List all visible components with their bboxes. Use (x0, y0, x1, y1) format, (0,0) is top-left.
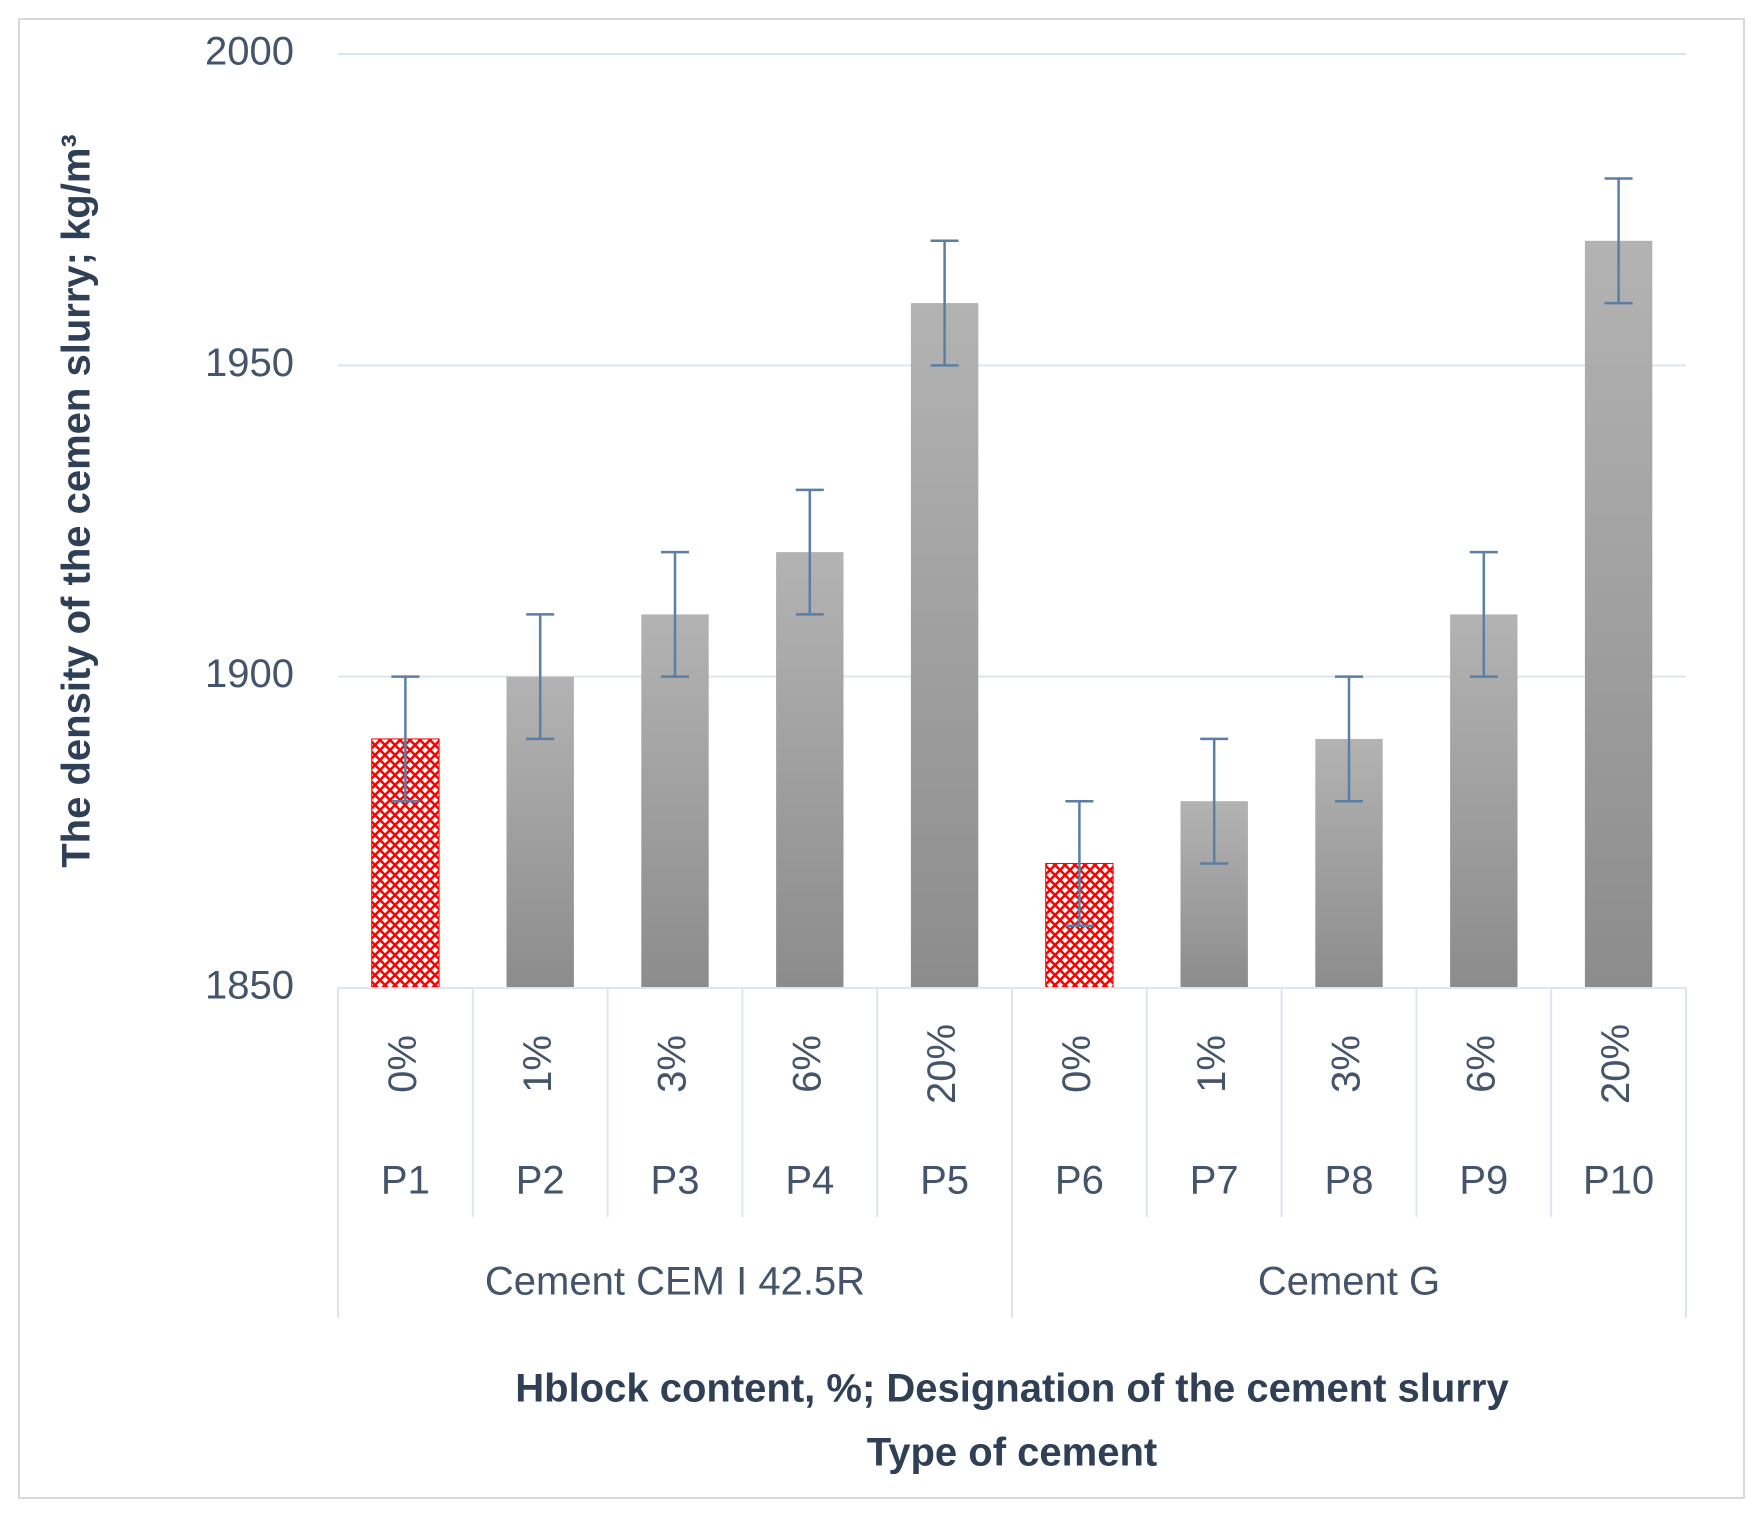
x-tick-label: P3 (651, 1159, 700, 1203)
x-tick-sublabel: 1% (1190, 1035, 1234, 1093)
x-tick-sublabel: 1% (516, 1035, 560, 1093)
y-axis-title: The density of the cemen slurry; kg/m³ (55, 134, 99, 868)
group-label: Cement CEM I 42.5R (485, 1260, 865, 1304)
x-tick-sublabel: 0% (381, 1035, 425, 1093)
group-label: Cement G (1258, 1260, 1440, 1304)
y-tick-label: 1900 (205, 652, 294, 696)
x-tick-label: P2 (516, 1159, 565, 1203)
x-axis-title: Hblock content, %; Designation of the ce… (515, 1367, 1509, 1411)
bar (776, 552, 844, 988)
x-axis-title: Type of cement (867, 1431, 1157, 1475)
x-tick-label: P1 (381, 1159, 430, 1203)
x-tick-label: P7 (1190, 1159, 1239, 1203)
x-tick-sublabel: 6% (785, 1035, 829, 1093)
x-tick-sublabel: 6% (1459, 1035, 1503, 1093)
bar (1584, 240, 1653, 989)
x-tick-sublabel: 20% (1594, 1024, 1638, 1104)
y-tick-label: 1950 (205, 341, 294, 385)
x-tick-label: P5 (920, 1159, 969, 1203)
x-tick-sublabel: 3% (651, 1035, 695, 1093)
x-tick-sublabel: 0% (1055, 1035, 1099, 1093)
frame (18, 18, 1745, 1499)
y-tick-label: 1850 (205, 964, 294, 1008)
x-tick-sublabel: 3% (1325, 1035, 1369, 1093)
y-tick-label: 2000 (205, 30, 294, 74)
x-tick-label: P6 (1055, 1159, 1104, 1203)
x-tick-label: P9 (1459, 1159, 1508, 1203)
x-tick-label: P8 (1325, 1159, 1374, 1203)
x-tick-label: P10 (1583, 1159, 1654, 1203)
x-tick-sublabel: 20% (920, 1024, 964, 1104)
x-tick-label: P4 (785, 1159, 834, 1203)
bar (910, 303, 979, 989)
